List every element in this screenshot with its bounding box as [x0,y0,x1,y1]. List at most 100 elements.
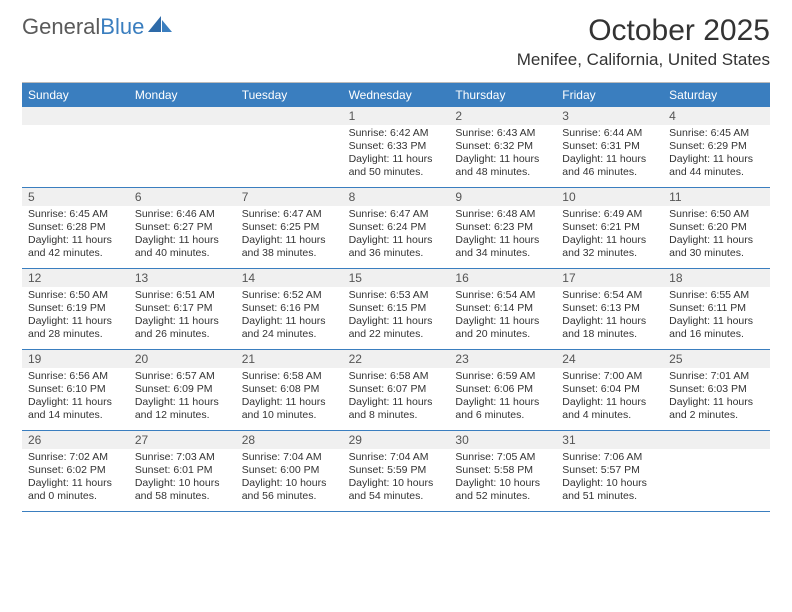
day-number: 22 [343,350,450,368]
sunset-text: Sunset: 6:29 PM [669,140,764,153]
daylight-text: Daylight: 11 hours and 42 minutes. [28,234,123,260]
sunrise-text: Sunrise: 6:48 AM [455,208,550,221]
day-cell: Sunrise: 6:44 AMSunset: 6:31 PMDaylight:… [556,125,663,187]
month-title: October 2025 [517,14,770,48]
daylight-text: Daylight: 11 hours and 2 minutes. [669,396,764,422]
daynum-row: 19202122232425 [22,350,770,368]
day-cell: Sunrise: 7:02 AMSunset: 6:02 PMDaylight:… [22,449,129,511]
sunset-text: Sunset: 6:20 PM [669,221,764,234]
daylight-text: Daylight: 10 hours and 52 minutes. [455,477,550,503]
header: GeneralBlue October 2025 Menifee, Califo… [0,0,792,74]
sunset-text: Sunset: 6:15 PM [349,302,444,315]
daylight-text: Daylight: 11 hours and 16 minutes. [669,315,764,341]
daynum-row: 567891011 [22,188,770,206]
sunset-text: Sunset: 5:57 PM [562,464,657,477]
day-number: 9 [449,188,556,206]
sunrise-text: Sunrise: 6:44 AM [562,127,657,140]
daylight-text: Daylight: 11 hours and 40 minutes. [135,234,230,260]
day-cell: Sunrise: 6:45 AMSunset: 6:29 PMDaylight:… [663,125,770,187]
day-cell: Sunrise: 6:45 AMSunset: 6:28 PMDaylight:… [22,206,129,268]
day-cell: Sunrise: 6:55 AMSunset: 6:11 PMDaylight:… [663,287,770,349]
sunset-text: Sunset: 5:58 PM [455,464,550,477]
daylight-text: Daylight: 11 hours and 4 minutes. [562,396,657,422]
week-row: 19202122232425Sunrise: 6:56 AMSunset: 6:… [22,350,770,431]
day-header: Tuesday [236,83,343,107]
daylight-text: Daylight: 10 hours and 51 minutes. [562,477,657,503]
day-number: 12 [22,269,129,287]
sunset-text: Sunset: 6:21 PM [562,221,657,234]
calendar: Sunday Monday Tuesday Wednesday Thursday… [22,82,770,512]
day-cell: Sunrise: 7:01 AMSunset: 6:03 PMDaylight:… [663,368,770,430]
sunrise-text: Sunrise: 6:59 AM [455,370,550,383]
sunrise-text: Sunrise: 6:58 AM [349,370,444,383]
day-cell: Sunrise: 6:46 AMSunset: 6:27 PMDaylight:… [129,206,236,268]
sunrise-text: Sunrise: 7:01 AM [669,370,764,383]
sunset-text: Sunset: 6:03 PM [669,383,764,396]
details-row: Sunrise: 6:42 AMSunset: 6:33 PMDaylight:… [22,125,770,187]
day-cell: Sunrise: 7:06 AMSunset: 5:57 PMDaylight:… [556,449,663,511]
day-number [663,431,770,449]
day-cell: Sunrise: 6:58 AMSunset: 6:08 PMDaylight:… [236,368,343,430]
day-cell: Sunrise: 6:58 AMSunset: 6:07 PMDaylight:… [343,368,450,430]
day-header: Thursday [449,83,556,107]
sail-icon [148,14,174,40]
day-cell: Sunrise: 7:05 AMSunset: 5:58 PMDaylight:… [449,449,556,511]
sunset-text: Sunset: 6:08 PM [242,383,337,396]
sunset-text: Sunset: 6:27 PM [135,221,230,234]
daynum-row: 12131415161718 [22,269,770,287]
day-number: 11 [663,188,770,206]
week-row: 1234Sunrise: 6:42 AMSunset: 6:33 PMDayli… [22,107,770,188]
day-number: 5 [22,188,129,206]
sunset-text: Sunset: 6:00 PM [242,464,337,477]
day-cell [22,125,129,187]
sunrise-text: Sunrise: 6:45 AM [28,208,123,221]
day-cell: Sunrise: 6:49 AMSunset: 6:21 PMDaylight:… [556,206,663,268]
logo-text-gray: General [22,14,100,40]
sunrise-text: Sunrise: 7:02 AM [28,451,123,464]
sunrise-text: Sunrise: 6:42 AM [349,127,444,140]
day-cell: Sunrise: 6:59 AMSunset: 6:06 PMDaylight:… [449,368,556,430]
sunrise-text: Sunrise: 6:51 AM [135,289,230,302]
day-number: 15 [343,269,450,287]
day-cell: Sunrise: 6:54 AMSunset: 6:13 PMDaylight:… [556,287,663,349]
day-number: 23 [449,350,556,368]
day-cell [129,125,236,187]
sunrise-text: Sunrise: 6:56 AM [28,370,123,383]
daylight-text: Daylight: 11 hours and 20 minutes. [455,315,550,341]
day-number: 4 [663,107,770,125]
daylight-text: Daylight: 11 hours and 24 minutes. [242,315,337,341]
sunrise-text: Sunrise: 6:46 AM [135,208,230,221]
day-number [236,107,343,125]
daylight-text: Daylight: 11 hours and 10 minutes. [242,396,337,422]
day-cell: Sunrise: 7:04 AMSunset: 5:59 PMDaylight:… [343,449,450,511]
details-row: Sunrise: 6:56 AMSunset: 6:10 PMDaylight:… [22,368,770,430]
sunrise-text: Sunrise: 6:54 AM [562,289,657,302]
sunrise-text: Sunrise: 6:43 AM [455,127,550,140]
day-cell: Sunrise: 6:50 AMSunset: 6:19 PMDaylight:… [22,287,129,349]
daylight-text: Daylight: 10 hours and 56 minutes. [242,477,337,503]
day-number [129,107,236,125]
day-number: 18 [663,269,770,287]
week-row: 262728293031Sunrise: 7:02 AMSunset: 6:02… [22,431,770,512]
sunset-text: Sunset: 6:07 PM [349,383,444,396]
sunrise-text: Sunrise: 7:00 AM [562,370,657,383]
daylight-text: Daylight: 11 hours and 34 minutes. [455,234,550,260]
day-cell: Sunrise: 7:03 AMSunset: 6:01 PMDaylight:… [129,449,236,511]
day-cell: Sunrise: 6:54 AMSunset: 6:14 PMDaylight:… [449,287,556,349]
day-number: 7 [236,188,343,206]
sunrise-text: Sunrise: 6:54 AM [455,289,550,302]
details-row: Sunrise: 7:02 AMSunset: 6:02 PMDaylight:… [22,449,770,511]
sunset-text: Sunset: 6:31 PM [562,140,657,153]
day-header: Saturday [663,83,770,107]
sunrise-text: Sunrise: 6:49 AM [562,208,657,221]
daylight-text: Daylight: 10 hours and 54 minutes. [349,477,444,503]
sunrise-text: Sunrise: 6:55 AM [669,289,764,302]
daylight-text: Daylight: 11 hours and 36 minutes. [349,234,444,260]
daylight-text: Daylight: 11 hours and 18 minutes. [562,315,657,341]
sunset-text: Sunset: 6:11 PM [669,302,764,315]
day-number: 21 [236,350,343,368]
day-cell: Sunrise: 6:57 AMSunset: 6:09 PMDaylight:… [129,368,236,430]
daylight-text: Daylight: 11 hours and 38 minutes. [242,234,337,260]
day-cell: Sunrise: 6:56 AMSunset: 6:10 PMDaylight:… [22,368,129,430]
sunset-text: Sunset: 5:59 PM [349,464,444,477]
